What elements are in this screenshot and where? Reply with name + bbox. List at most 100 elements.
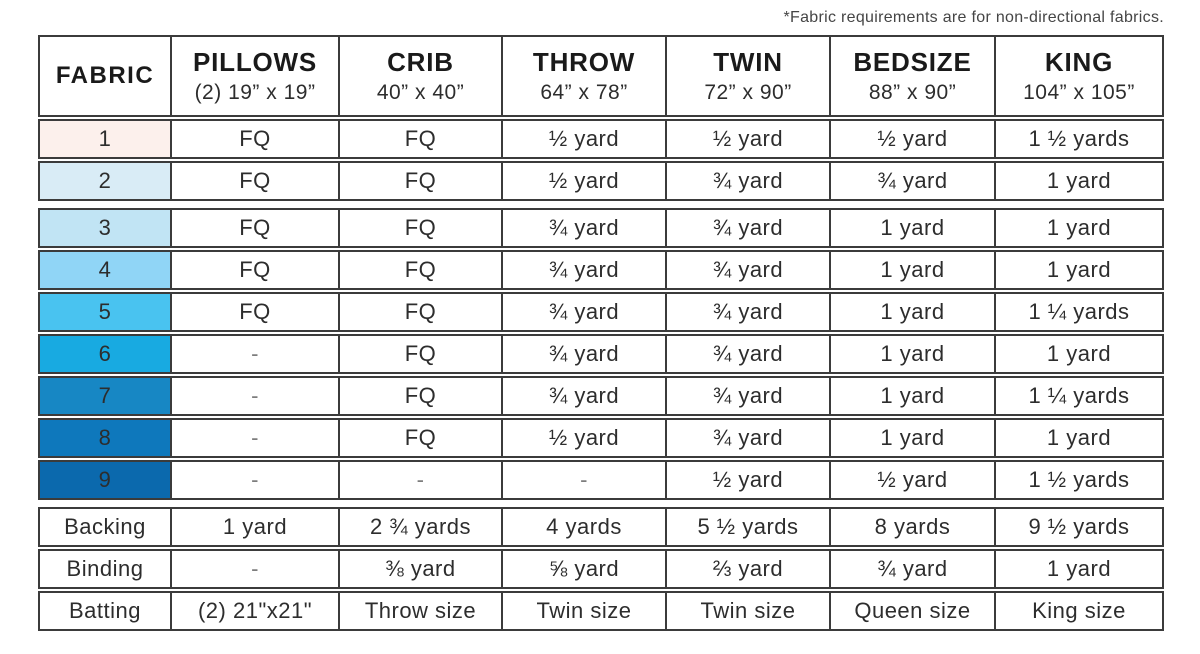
table-row-fabric-6: 6 - FQ ¾ yard ¾ yard 1 yard 1 yard	[38, 334, 1164, 374]
table-cell: ¾ yard	[503, 376, 667, 416]
fabric-swatch: 4	[38, 250, 172, 290]
table-cell: ¾ yard	[667, 334, 831, 374]
table-cell: FQ	[172, 208, 340, 248]
column-dimensions: 104” x 105”	[1023, 81, 1135, 104]
table-cell: FQ	[340, 418, 503, 458]
table-cell: ¾ yard	[667, 376, 831, 416]
table-cell: 1 yard	[996, 418, 1164, 458]
table-cell: Queen size	[831, 591, 996, 631]
table-cell: 2 ¾ yards	[340, 507, 503, 547]
table-cell: Twin size	[667, 591, 831, 631]
table-cell: ½ yard	[667, 460, 831, 500]
fabric-swatch: 9	[38, 460, 172, 500]
column-header-pillows: PILLOWS (2) 19” x 19”	[172, 35, 340, 117]
column-dimensions: 64” x 78”	[540, 81, 628, 104]
table-cell: 1 yard	[831, 334, 996, 374]
fabric-requirements-table: FABRIC PILLOWS (2) 19” x 19” CRIB 40” x …	[38, 35, 1164, 631]
column-header-bedsize: BEDSIZE 88” x 90”	[831, 35, 996, 117]
table-cell: 1 yard	[831, 208, 996, 248]
table-cell: FQ	[340, 334, 503, 374]
table-cell: ⅝ yard	[503, 549, 667, 589]
table-cell: ¾ yard	[667, 292, 831, 332]
fabric-swatch: 6	[38, 334, 172, 374]
table-cell: ½ yard	[667, 119, 831, 159]
table-cell: ½ yard	[831, 460, 996, 500]
row-label-batting: Batting	[38, 591, 172, 631]
table-cell: ¾ yard	[667, 250, 831, 290]
table-cell: 1 yard	[172, 507, 340, 547]
table-row-fabric-2: 2 FQ FQ ½ yard ¾ yard ¾ yard 1 yard	[38, 161, 1164, 201]
table-row-backing: Backing 1 yard 2 ¾ yards 4 yards 5 ½ yar…	[38, 507, 1164, 547]
column-dimensions: (2) 19” x 19”	[194, 81, 316, 104]
fabric-swatch: 2	[38, 161, 172, 201]
table-cell: ½ yard	[503, 119, 667, 159]
table-cell: ¾ yard	[667, 208, 831, 248]
column-dimensions: 40” x 40”	[376, 81, 465, 104]
column-label: KING	[1044, 47, 1114, 77]
column-label: CRIB	[387, 47, 454, 77]
table-cell: 1 ½ yards	[996, 119, 1164, 159]
table-row-fabric-1: 1 FQ FQ ½ yard ½ yard ½ yard 1 ½ yards	[38, 119, 1164, 159]
table-cell: 1 ¼ yards	[996, 376, 1164, 416]
table-cell: ¾ yard	[503, 250, 667, 290]
table-cell: -	[172, 376, 340, 416]
table-cell: ½ yard	[503, 418, 667, 458]
row-label-backing: Backing	[38, 507, 172, 547]
fabric-swatch: 3	[38, 208, 172, 248]
non-directional-fabric-note: *Fabric requirements are for non-directi…	[783, 9, 1164, 26]
table-cell: 1 yard	[996, 161, 1164, 201]
table-cell: FQ	[340, 161, 503, 201]
table-cell: 1 ½ yards	[996, 460, 1164, 500]
table-cell: ¾ yard	[667, 418, 831, 458]
table-cell: FQ	[340, 208, 503, 248]
table-cell: 9 ½ yards	[996, 507, 1164, 547]
table-cell: (2) 21"x21"	[172, 591, 340, 631]
table-cell: ½ yard	[831, 119, 996, 159]
table-cell: ¾ yard	[503, 208, 667, 248]
column-label: FABRIC	[55, 62, 155, 89]
table-row-fabric-8: 8 - FQ ½ yard ¾ yard 1 yard 1 yard	[38, 418, 1164, 458]
table-cell: ¾ yard	[503, 334, 667, 374]
table-cell: -	[172, 549, 340, 589]
column-header-fabric: FABRIC	[38, 35, 172, 117]
table-cell: 1 yard	[996, 334, 1164, 374]
table-cell: 1 yard	[996, 208, 1164, 248]
column-dimensions: 72” x 90”	[704, 81, 792, 104]
fabric-swatch: 8	[38, 418, 172, 458]
column-label: THROW	[532, 47, 636, 77]
table-cell: -	[172, 418, 340, 458]
table-cell: ¾ yard	[667, 161, 831, 201]
table-cell: 5 ½ yards	[667, 507, 831, 547]
table-cell: ¾ yard	[503, 292, 667, 332]
fabric-swatch: 7	[38, 376, 172, 416]
table-row-binding: Binding - ⅜ yard ⅝ yard ⅔ yard ¾ yard 1 …	[38, 549, 1164, 589]
table-row-batting: Batting (2) 21"x21" Throw size Twin size…	[38, 591, 1164, 631]
table-cell: -	[172, 334, 340, 374]
table-cell: ½ yard	[503, 161, 667, 201]
column-header-twin: TWIN 72” x 90”	[667, 35, 831, 117]
column-label: TWIN	[713, 47, 783, 77]
table-row-fabric-7: 7 - FQ ¾ yard ¾ yard 1 yard 1 ¼ yards	[38, 376, 1164, 416]
table-cell: -	[503, 460, 667, 500]
table-cell: FQ	[172, 250, 340, 290]
table-cell: ⅔ yard	[667, 549, 831, 589]
table-cell: FQ	[340, 250, 503, 290]
column-label: BEDSIZE	[853, 47, 972, 77]
row-label-binding: Binding	[38, 549, 172, 589]
table-row-fabric-9: 9 - - - ½ yard ½ yard 1 ½ yards	[38, 460, 1164, 500]
table-cell: FQ	[340, 292, 503, 332]
header-row: FABRIC PILLOWS (2) 19” x 19” CRIB 40” x …	[38, 35, 1164, 117]
table-cell: 1 yard	[831, 418, 996, 458]
table-row-fabric-4: 4 FQ FQ ¾ yard ¾ yard 1 yard 1 yard	[38, 250, 1164, 290]
table-cell: Twin size	[503, 591, 667, 631]
table-cell: -	[172, 460, 340, 500]
column-header-crib: CRIB 40” x 40”	[340, 35, 503, 117]
table-cell: 1 yard	[831, 250, 996, 290]
column-dimensions: 88” x 90”	[868, 81, 957, 104]
table-cell: ¾ yard	[831, 161, 996, 201]
table-cell: 8 yards	[831, 507, 996, 547]
table-cell: ⅜ yard	[340, 549, 503, 589]
table-cell: 1 ¼ yards	[996, 292, 1164, 332]
table-cell: Throw size	[340, 591, 503, 631]
table-cell: FQ	[172, 161, 340, 201]
